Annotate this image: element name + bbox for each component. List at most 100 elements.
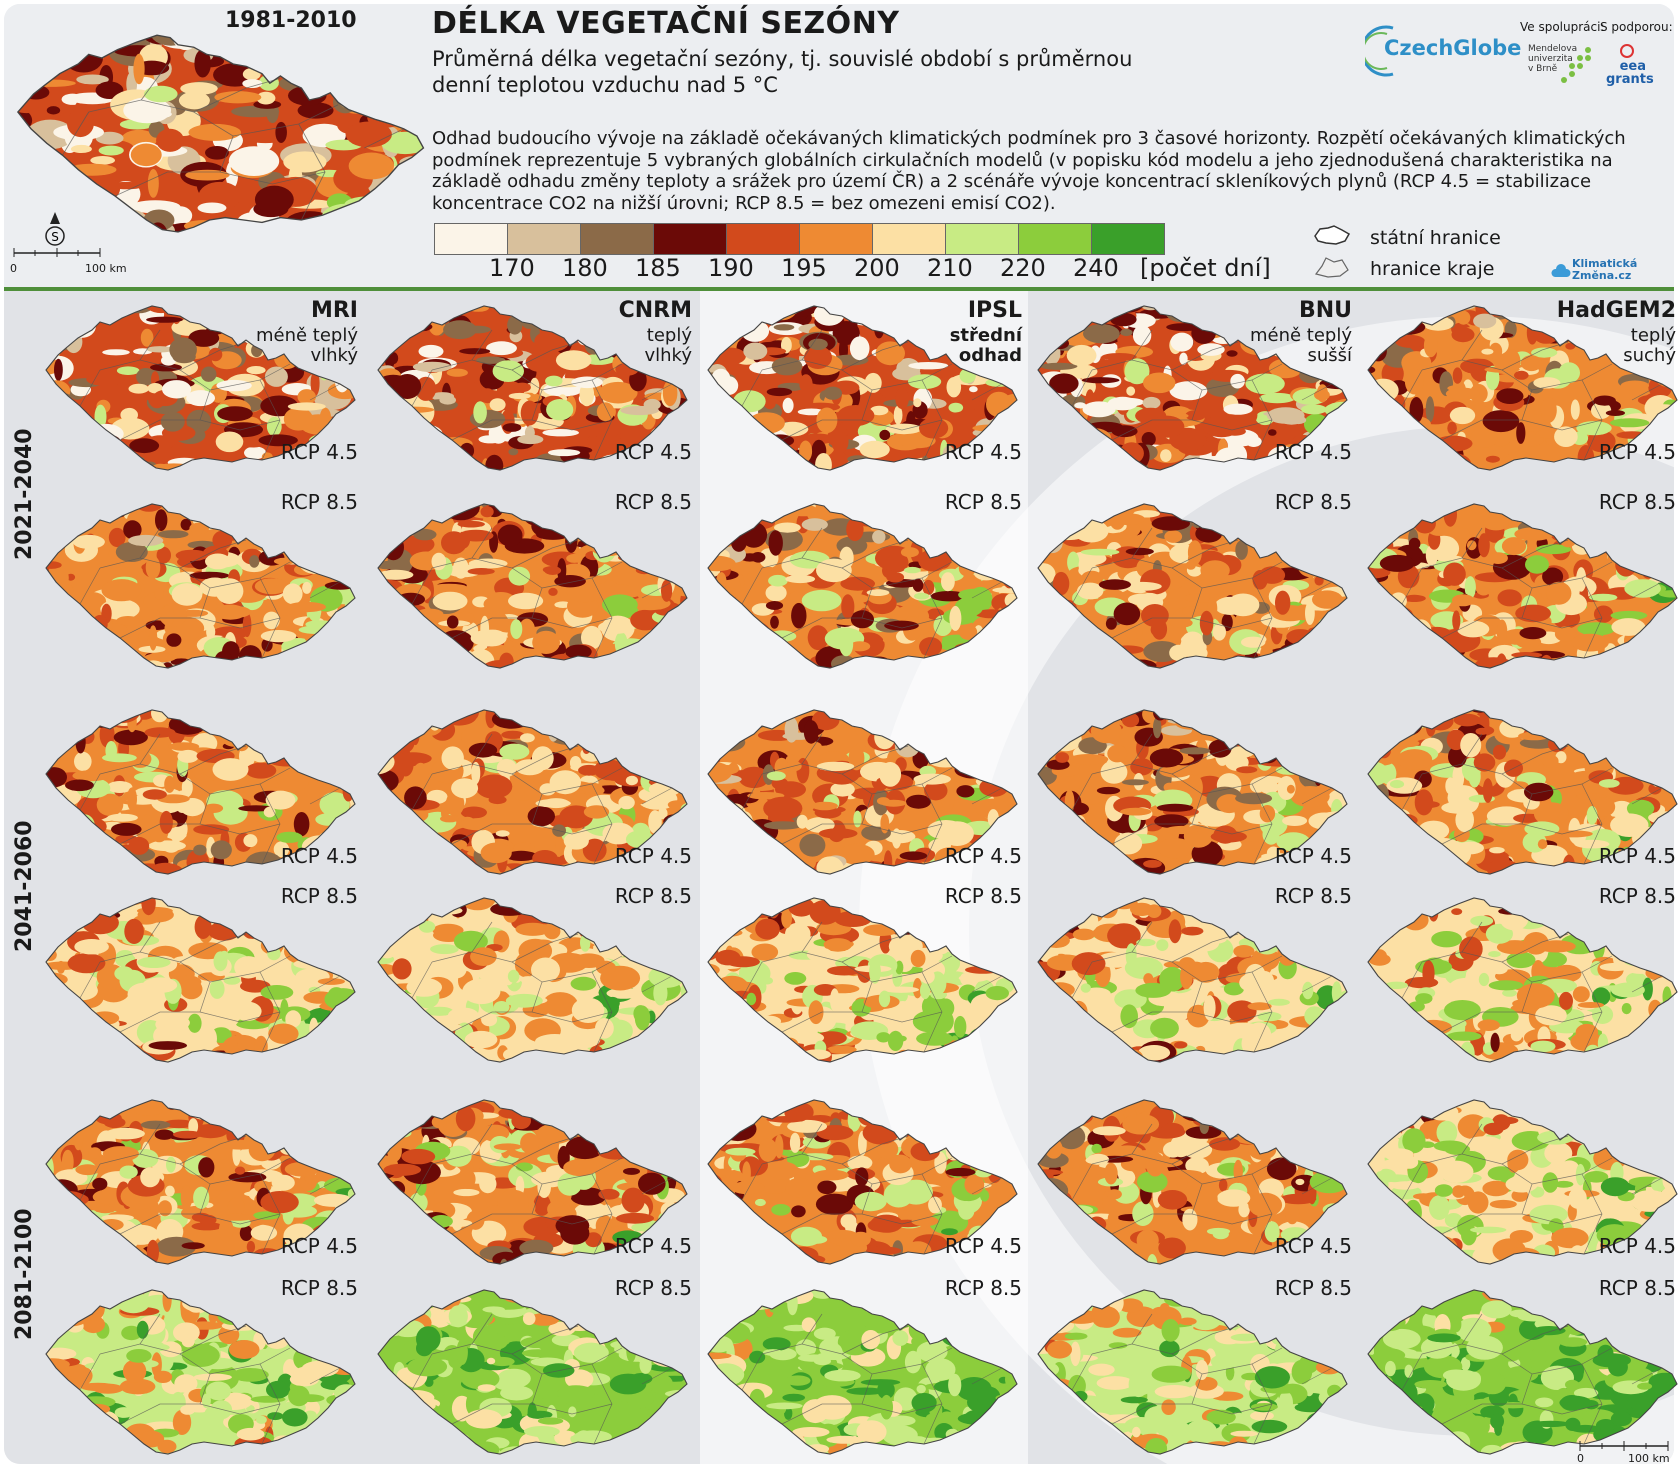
legend-swatch — [873, 224, 946, 254]
legend-swatch — [508, 224, 581, 254]
scenario-label: RCP 8.5 — [1274, 490, 1352, 514]
scenario-label: RCP 4.5 — [1274, 1234, 1352, 1258]
cloud-icon — [1551, 264, 1571, 277]
legend-swatch — [581, 224, 654, 254]
scenario-map — [707, 709, 1018, 875]
scenario-label: RCP 4.5 — [614, 1234, 692, 1258]
model-description: vlhký — [644, 345, 693, 366]
legend-tick-label: 195 — [781, 254, 827, 282]
scenario-label: RCP 4.5 — [944, 1234, 1022, 1258]
scenario-label: RCP 4.5 — [1274, 844, 1352, 868]
state-border-label: státní hranice — [1370, 227, 1501, 249]
period-label: 2041-2060 — [12, 820, 37, 952]
model-description: sušší — [1307, 345, 1352, 366]
page-subtitle: Průměrná délka vegetační sezóny, tj. sou… — [432, 47, 1133, 97]
scenario-map — [377, 897, 688, 1063]
north-arrow-icon: S — [45, 212, 65, 246]
scenario-map — [377, 1099, 688, 1265]
scenario-label: RCP 4.5 — [944, 440, 1022, 464]
scenario-label: RCP 8.5 — [614, 884, 692, 908]
reference-period: 1981-2010 — [225, 8, 357, 33]
scale-label: 100 km — [85, 262, 127, 275]
legend-tick-label: 185 — [635, 254, 681, 282]
scenario-label: RCP 8.5 — [1598, 1276, 1676, 1300]
eea-logo: eea grants — [1606, 59, 1654, 87]
scenario-map — [45, 1099, 356, 1265]
scenario-map — [1037, 1099, 1348, 1265]
scenario-map — [1037, 897, 1348, 1063]
model-description: suchý — [1623, 345, 1676, 366]
region-border-label: hranice kraje — [1370, 258, 1495, 280]
czechglobe-logo-text: CzechGlobe — [1384, 36, 1522, 60]
scenario-label: RCP 4.5 — [614, 844, 692, 868]
scale-zero: 0 — [10, 262, 17, 275]
scenario-label: RCP 8.5 — [1274, 884, 1352, 908]
scenario-map — [45, 305, 356, 471]
legend-unit: [počet dní] — [1140, 254, 1271, 282]
legend-tick-label: 200 — [854, 254, 900, 282]
scenario-map — [1367, 1289, 1678, 1455]
region-border-icon — [1314, 257, 1349, 278]
model-name: HadGEM2 — [1556, 298, 1676, 323]
scenario-label: RCP 8.5 — [1274, 1276, 1352, 1300]
legend-tick-label: 240 — [1073, 254, 1119, 282]
model-description: střední — [949, 325, 1022, 346]
header-divider — [4, 287, 1674, 291]
scenario-map — [377, 1289, 688, 1455]
legend-swatch — [654, 224, 727, 254]
scenario-map — [45, 1289, 356, 1455]
scale-bar — [13, 248, 101, 257]
mendel-logo: Mendelova univerzita v Brně — [1528, 44, 1578, 74]
description-text: Odhad budoucího vývoje na základě očekáv… — [432, 128, 1626, 214]
legend-tick-label: 220 — [1000, 254, 1046, 282]
page-title: DÉLKA VEGETAČNÍ SEZÓNY — [432, 6, 900, 41]
scenario-label: RCP 8.5 — [614, 490, 692, 514]
color-legend — [434, 223, 1165, 255]
scenario-label: RCP 4.5 — [1598, 844, 1676, 868]
scenario-map — [45, 709, 356, 875]
scale-bar-bottom — [1579, 1441, 1669, 1451]
model-description: teplý — [646, 325, 692, 346]
legend-tick-label: 180 — [562, 254, 608, 282]
scenario-map — [1367, 503, 1678, 669]
period-label: 2021-2040 — [12, 428, 37, 560]
scenario-label: RCP 8.5 — [280, 490, 358, 514]
state-border-icon — [1314, 225, 1351, 245]
scenario-map — [1367, 305, 1678, 471]
scenario-map — [707, 305, 1018, 471]
period-label: 2081-2100 — [12, 1208, 37, 1340]
scenario-label: RCP 8.5 — [1598, 490, 1676, 514]
scenario-label: RCP 8.5 — [280, 1276, 358, 1300]
scenario-map — [1367, 897, 1678, 1063]
scenario-label: RCP 4.5 — [944, 844, 1022, 868]
scenario-map — [707, 503, 1018, 669]
model-name: MRI — [310, 298, 358, 323]
legend-swatch — [1019, 224, 1092, 254]
scenario-map — [707, 897, 1018, 1063]
scenario-label: RCP 4.5 — [280, 1234, 358, 1258]
legend-tick-label: 210 — [927, 254, 973, 282]
model-description: vlhký — [310, 345, 359, 366]
czechglobe-logo — [1365, 25, 1394, 77]
scenario-map — [377, 709, 688, 875]
bottom-scale-zero: 0 — [1577, 1452, 1584, 1465]
scenario-label: RCP 4.5 — [1598, 1234, 1676, 1258]
column-shade-left — [4, 291, 700, 1464]
reference-map — [16, 34, 425, 233]
scenario-label: RCP 8.5 — [944, 490, 1022, 514]
scenario-map — [377, 503, 688, 669]
bottom-scale-label: 100 km — [1628, 1452, 1670, 1465]
model-name: IPSL — [967, 298, 1022, 323]
model-name: BNU — [1298, 298, 1352, 323]
scenario-label: RCP 8.5 — [944, 1276, 1022, 1300]
legend-tick-label: 190 — [708, 254, 754, 282]
legend-swatch — [435, 224, 508, 254]
scenario-map — [1037, 1289, 1348, 1455]
scenario-label: RCP 8.5 — [280, 884, 358, 908]
model-description: odhad — [958, 345, 1022, 366]
scenario-label: RCP 8.5 — [1598, 884, 1676, 908]
scenario-map — [1037, 305, 1348, 471]
scenario-label: RCP 4.5 — [1274, 440, 1352, 464]
svg-text:S: S — [51, 230, 59, 244]
scenario-label: RCP 4.5 — [280, 844, 358, 868]
